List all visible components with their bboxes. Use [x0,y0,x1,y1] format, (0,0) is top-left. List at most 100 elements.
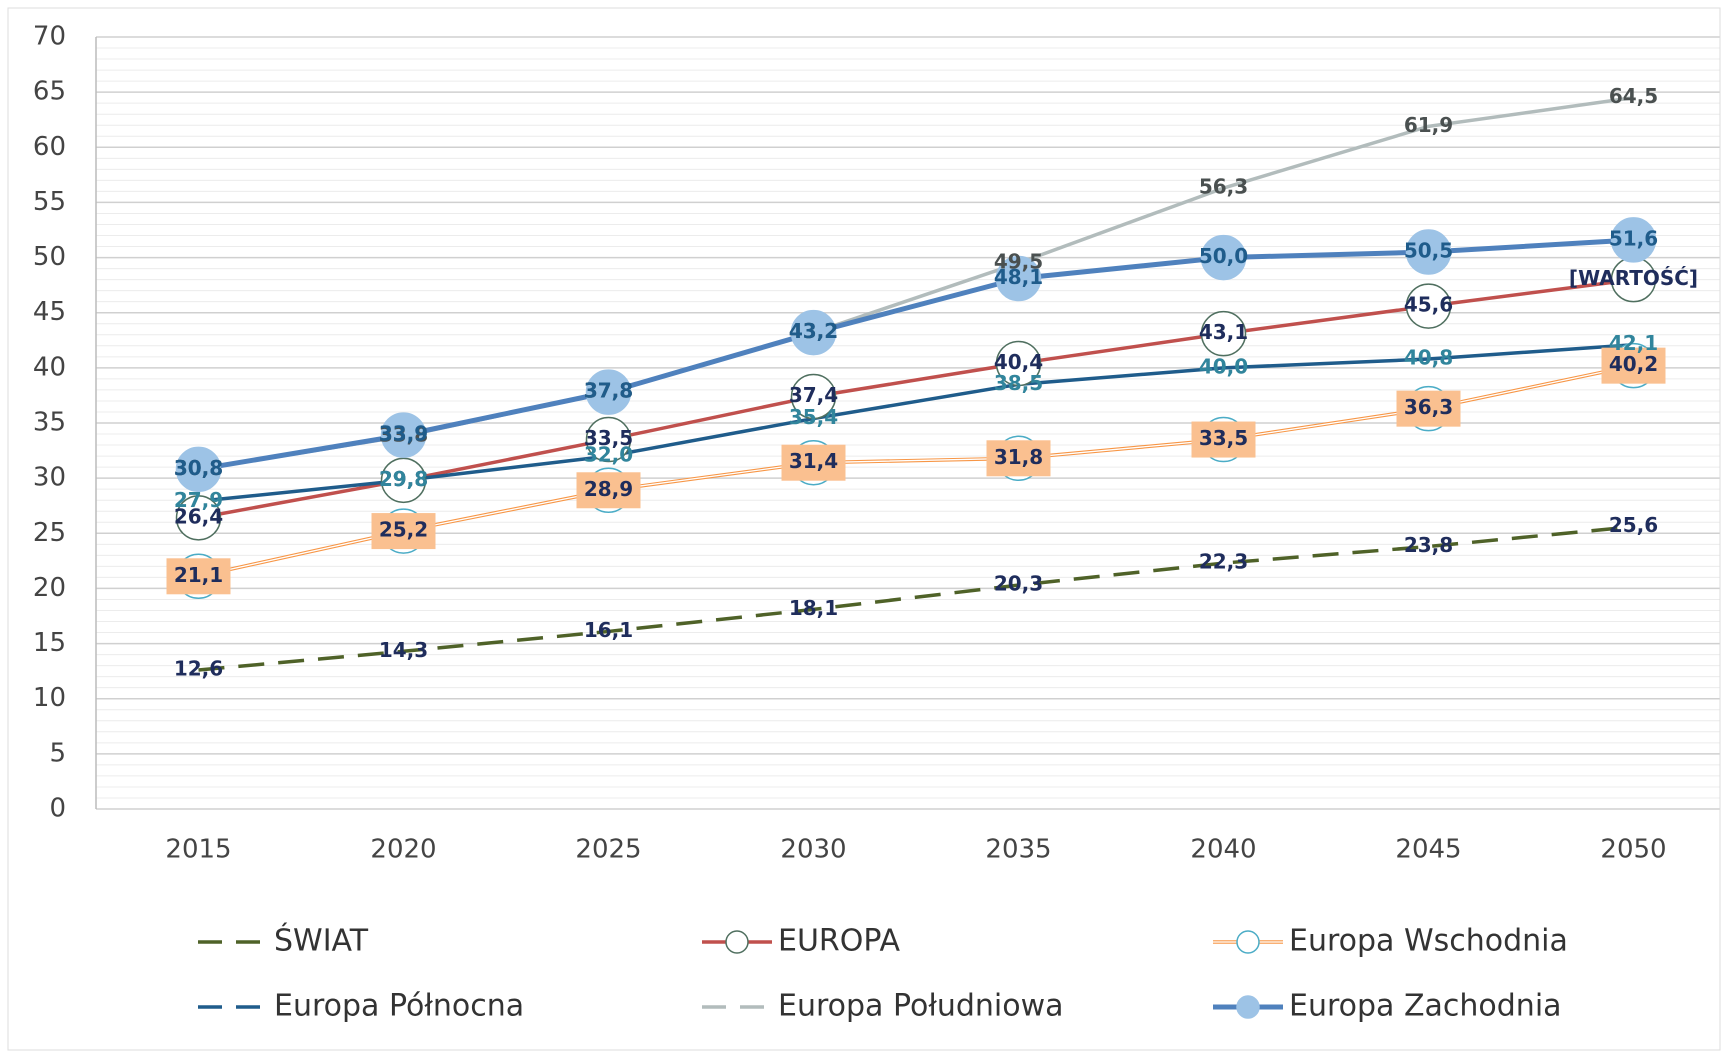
y-tick-label: 50 [33,242,66,272]
x-tick-label: 2030 [780,835,846,865]
y-tick-label: 65 [33,77,66,107]
data-label: 49,5 [994,250,1043,274]
marker [1200,310,1247,357]
legend-label: Europa Północna [274,989,524,1024]
x-tick-label: 2015 [165,835,231,865]
x-tick-label: 2035 [985,835,1051,865]
x-tick-label: 2020 [370,835,436,865]
data-label: 32,0 [584,443,633,467]
marker [175,446,222,493]
marker [790,373,837,420]
label-box [166,558,231,595]
legend-label: Europa Zachodnia [1289,989,1562,1024]
marker [1405,283,1452,329]
data-label: 25,2 [379,518,428,542]
data-label: 51,6 [1609,226,1658,250]
data-label: 26,4 [174,504,223,528]
data-label: 43,1 [1199,320,1248,344]
data-label: 14,3 [379,638,428,662]
series-line [198,524,1634,672]
y-tick-label: 55 [33,187,66,217]
y-tick-label: 60 [33,132,66,162]
marker [995,340,1042,387]
data-label: 21,1 [174,563,223,587]
data-label: 29,8 [379,467,428,491]
data-label: 36,3 [1404,395,1453,419]
data-label: 22,3 [1199,550,1248,574]
data-label: 37,8 [584,379,633,403]
x-tick-label: 2025 [575,835,641,865]
marker [1200,234,1247,281]
data-label: 50,0 [1199,244,1248,268]
data-label: 50,5 [1404,239,1453,263]
x-tick-label: 2045 [1395,835,1461,865]
data-label: 28,9 [584,477,633,501]
data-label: 31,8 [994,445,1043,469]
y-tick-label: 70 [33,22,66,52]
data-label: 20,3 [994,572,1043,596]
marker [585,369,632,415]
label-box [371,513,436,550]
data-label: 18,1 [789,596,838,620]
data-label: 31,4 [789,449,838,473]
y-tick-label: 10 [33,683,66,713]
data-label: 33,5 [1199,426,1248,450]
marker [585,416,632,463]
data-label: 40,8 [1404,346,1453,370]
label-box [1601,347,1666,384]
y-tick-label: 20 [33,573,66,603]
y-tick-label: 35 [33,408,66,438]
data-label: 29,8 [379,467,428,491]
label-box [576,472,641,509]
data-label: 48,1 [994,265,1043,289]
data-label: 27,9 [174,488,223,512]
y-tick-label: 30 [33,463,66,493]
legend-marker [1236,995,1260,1019]
marker [1610,217,1657,263]
data-label: [WARTOŚĆ] [1569,266,1698,290]
marker [380,457,427,504]
marker [995,255,1042,302]
legend-marker [725,930,749,954]
data-label: 23,8 [1404,533,1453,557]
data-label: 64,5 [1609,84,1658,108]
data-label: 61,9 [1404,113,1453,137]
legend-label: ŚWIAT [274,922,369,959]
y-tick-label: 25 [33,518,66,548]
y-tick-label: 5 [49,738,66,768]
y-tick-label: 0 [49,794,66,824]
data-label: 40,0 [1199,354,1248,378]
data-label: 40,4 [994,350,1043,374]
data-label: 37,4 [789,383,838,407]
y-tick-label: 40 [33,352,66,382]
legend-label: Europa Południowa [778,989,1064,1024]
data-label: 16,1 [584,618,633,642]
data-label: 37,8 [584,379,633,403]
x-tick-label: 2040 [1190,835,1256,865]
series-line [198,237,1634,472]
legend-marker [1236,930,1260,954]
data-label: 33,8 [379,423,428,447]
y-tick-label: 45 [33,297,66,327]
series-line [198,277,1634,520]
y-tick-label: 15 [33,628,66,658]
marker [175,495,222,541]
series-line-inner [198,365,1634,577]
data-label: 40,2 [1609,352,1658,376]
data-label: 35,4 [789,405,838,429]
series-line [198,342,1634,504]
legend-label: EUROPA [778,924,901,959]
data-label: 38,5 [994,371,1043,395]
marker [1405,229,1452,275]
data-label: 33,5 [584,426,633,450]
data-label: 43,2 [789,319,838,343]
data-label: 45,6 [1404,293,1453,317]
data-label: 42,1 [1609,331,1658,355]
legend-frame [7,7,1721,1051]
data-label: 43,2 [789,319,838,343]
data-label: 25,6 [1609,513,1658,537]
marker [790,309,837,356]
legend-label: Europa Wschodnia [1289,924,1568,959]
data-label: 30,8 [174,456,223,480]
data-label: 30,8 [174,456,223,480]
